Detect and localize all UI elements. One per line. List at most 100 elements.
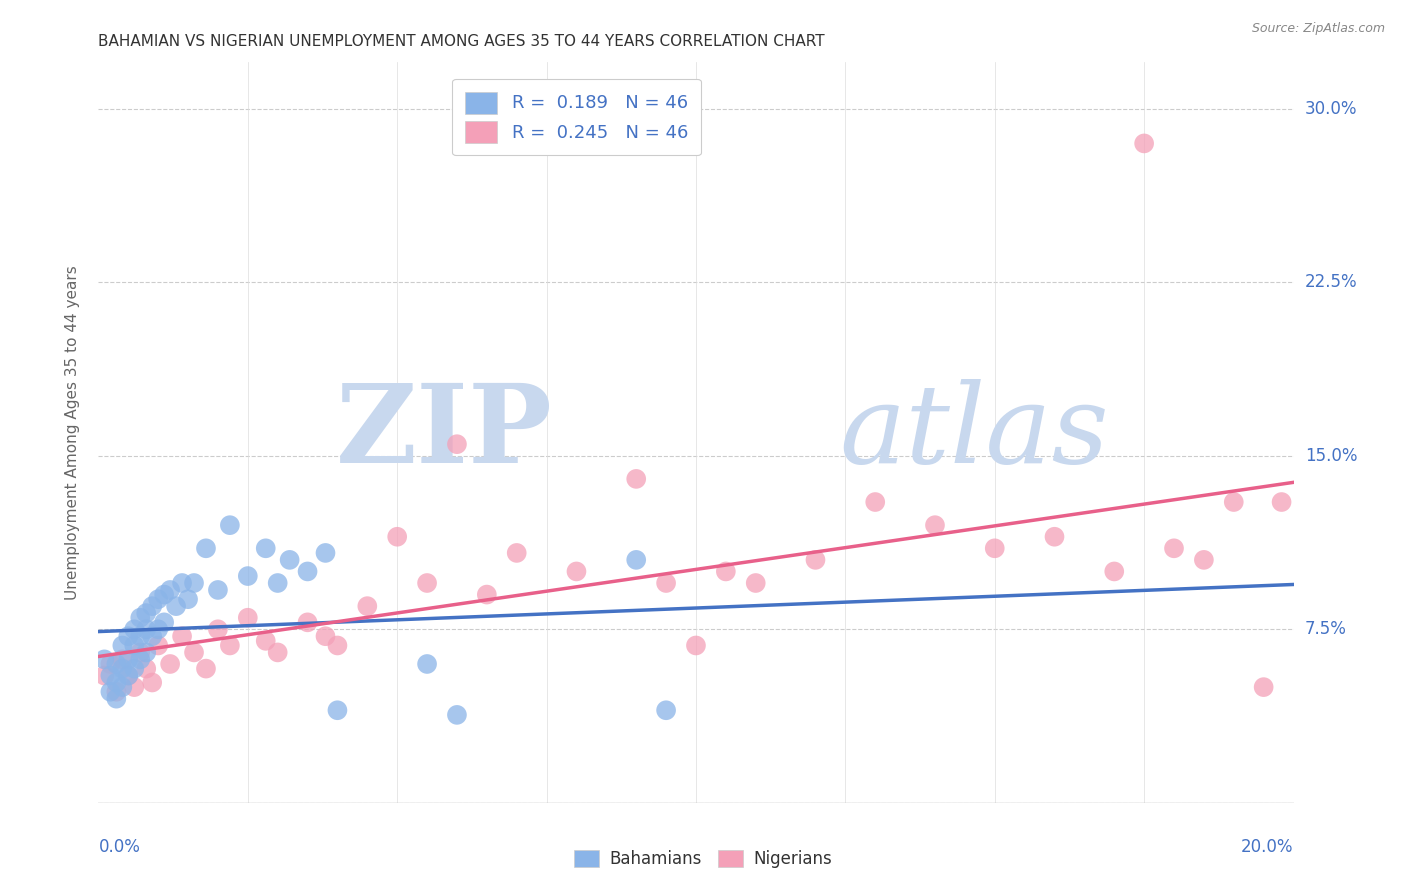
Point xyxy=(148,622,170,636)
Point xyxy=(1223,495,1246,509)
Point xyxy=(159,582,181,597)
Text: 0.0%: 0.0% xyxy=(98,838,141,855)
Point xyxy=(111,639,134,653)
Point xyxy=(506,546,529,560)
Point xyxy=(984,541,1007,556)
Point xyxy=(475,588,498,602)
Point xyxy=(565,565,588,579)
Point xyxy=(129,629,152,643)
Point xyxy=(105,675,128,690)
Point xyxy=(129,645,152,659)
Point xyxy=(135,662,157,676)
Point xyxy=(416,657,439,671)
Point xyxy=(267,576,290,591)
Point xyxy=(315,546,337,560)
Point xyxy=(177,592,200,607)
Point xyxy=(267,645,290,659)
Point xyxy=(195,541,218,556)
Text: 20.0%: 20.0% xyxy=(1241,838,1294,855)
Y-axis label: Unemployment Among Ages 35 to 44 years: Unemployment Among Ages 35 to 44 years xyxy=(65,265,80,600)
Point xyxy=(105,657,128,671)
Point xyxy=(626,472,648,486)
Point xyxy=(924,518,946,533)
Point xyxy=(153,588,176,602)
Point xyxy=(111,652,134,666)
Point xyxy=(278,553,301,567)
Point xyxy=(148,592,170,607)
Point xyxy=(1253,680,1275,694)
Point xyxy=(172,576,194,591)
Point xyxy=(124,622,146,636)
Point xyxy=(1043,530,1066,544)
Point xyxy=(183,645,205,659)
Text: 22.5%: 22.5% xyxy=(1305,273,1357,291)
Point xyxy=(141,675,163,690)
Point xyxy=(98,657,122,671)
Point xyxy=(865,495,887,509)
Point xyxy=(129,652,152,666)
Point xyxy=(356,599,378,614)
Point xyxy=(326,639,349,653)
Text: 15.0%: 15.0% xyxy=(1305,447,1357,465)
Legend: R =  0.189   N = 46, R =  0.245   N = 46: R = 0.189 N = 46, R = 0.245 N = 46 xyxy=(453,78,700,155)
Point xyxy=(105,691,128,706)
Point xyxy=(685,639,707,653)
Point xyxy=(745,576,768,591)
Point xyxy=(141,629,163,643)
Point xyxy=(1104,565,1126,579)
Point xyxy=(93,668,115,682)
Point xyxy=(124,639,146,653)
Point xyxy=(124,662,146,676)
Point xyxy=(446,437,468,451)
Point xyxy=(1271,495,1294,509)
Point xyxy=(117,629,139,643)
Point xyxy=(714,565,737,579)
Point xyxy=(655,576,678,591)
Text: atlas: atlas xyxy=(839,379,1109,486)
Point xyxy=(236,610,259,624)
Point xyxy=(93,652,115,666)
Point xyxy=(165,599,187,614)
Point xyxy=(111,680,134,694)
Point xyxy=(207,582,229,597)
Point xyxy=(1133,136,1156,151)
Point xyxy=(297,615,319,630)
Point xyxy=(111,662,134,676)
Point xyxy=(98,668,122,682)
Point xyxy=(1192,553,1215,567)
Point xyxy=(326,703,349,717)
Point xyxy=(254,541,277,556)
Text: Source: ZipAtlas.com: Source: ZipAtlas.com xyxy=(1251,22,1385,36)
Text: 7.5%: 7.5% xyxy=(1305,620,1347,639)
Point xyxy=(105,685,128,699)
Point xyxy=(219,639,242,653)
Point xyxy=(385,530,409,544)
Point xyxy=(219,518,242,533)
Legend: Bahamians, Nigerians: Bahamians, Nigerians xyxy=(568,843,838,875)
Point xyxy=(207,622,229,636)
Text: ZIP: ZIP xyxy=(336,379,553,486)
Point xyxy=(117,668,139,682)
Point xyxy=(117,668,139,682)
Point xyxy=(117,652,139,666)
Point xyxy=(124,680,146,694)
Point xyxy=(98,685,122,699)
Point xyxy=(195,662,218,676)
Point xyxy=(183,576,205,591)
Point xyxy=(153,615,176,630)
Point xyxy=(135,622,157,636)
Point xyxy=(135,645,157,659)
Point xyxy=(655,703,678,717)
Point xyxy=(626,553,648,567)
Point xyxy=(315,629,337,643)
Point xyxy=(1163,541,1185,556)
Point xyxy=(297,565,319,579)
Point xyxy=(129,610,152,624)
Point xyxy=(416,576,439,591)
Point xyxy=(159,657,181,671)
Point xyxy=(141,599,163,614)
Text: 30.0%: 30.0% xyxy=(1305,100,1357,118)
Point xyxy=(236,569,259,583)
Point xyxy=(148,639,170,653)
Point xyxy=(135,606,157,620)
